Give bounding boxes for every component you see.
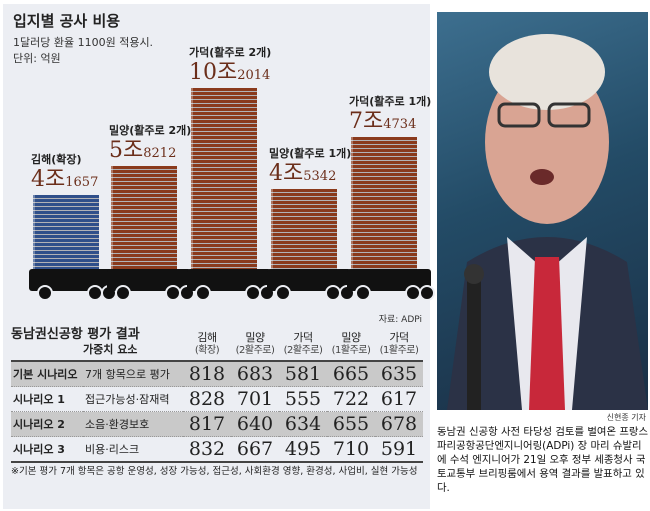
- source-label: 자료: ADPi: [378, 315, 422, 325]
- factor-cell: 소음·환경보호: [83, 411, 183, 437]
- weight-factor-header: 가중치 요소: [83, 343, 138, 356]
- score-cell: 818: [183, 361, 231, 387]
- scenario-cell: 시나리오 1: [11, 386, 83, 412]
- cost-bar: [33, 195, 99, 269]
- factor-cell: 접근가능성·잠재력: [83, 386, 183, 412]
- score-cell: 555: [279, 386, 327, 412]
- table-row: 기본 시나리오 7개 항목으로 평가 818 683 581 665 635: [11, 361, 423, 387]
- speaker-illustration: [447, 34, 648, 410]
- wheel-icon: [355, 285, 371, 301]
- score-cell: 495: [279, 436, 327, 463]
- score-cell: 722: [327, 386, 375, 412]
- score-cell: 817: [183, 411, 231, 437]
- score-cell: 655: [327, 411, 375, 437]
- cost-bar: [351, 136, 417, 269]
- score-cell: 634: [279, 411, 327, 437]
- table-title: 동남권신공항 평가 결과: [11, 327, 140, 342]
- table-heading-cell: 동남권신공항 평가 결과 가중치 요소: [11, 326, 183, 361]
- infographic-panel: 입지별 공사 비용 1달러당 환율 1100원 적용시. 단위: 억원 김해(확…: [3, 4, 435, 509]
- score-cell: 635: [375, 361, 423, 387]
- score-cell: 828: [183, 386, 231, 412]
- press-photo: [437, 12, 648, 410]
- table-row: 시나리오 3 비용·리스크 832 667 495 710 591: [11, 436, 423, 463]
- score-cell: 667: [231, 436, 279, 463]
- score-cell: 678: [375, 411, 423, 437]
- unit-label: 단위: 억원: [13, 52, 61, 65]
- score-cell: 591: [375, 436, 423, 463]
- table-row: 시나리오 2 소음·환경보호 817 640 634 655 678: [11, 411, 423, 437]
- bar-value-label: 10조2014: [189, 60, 271, 86]
- score-cell: 683: [231, 361, 279, 387]
- bar-category-label: 김해(확장): [31, 153, 82, 167]
- cost-bar: [271, 188, 337, 269]
- evaluation-section: 동남권신공항 평가 결과 가중치 요소 김해 (확장) 밀양 (2활주로) 가덕 (2활주…: [11, 326, 423, 478]
- table-row: 시나리오 1 접근가능성·잠재력 828 701 555 722 617: [11, 386, 423, 412]
- bar-category-label: 밀양(활주로 2개): [109, 123, 192, 137]
- bar-value-label: 4조1657: [31, 167, 99, 193]
- cost-bar: [111, 165, 177, 269]
- factor-cell: 비용·리스크: [83, 436, 183, 463]
- bar-value-label: 5조8212: [109, 137, 177, 163]
- score-cell: 640: [231, 411, 279, 437]
- scenario-cell: 시나리오 2: [11, 411, 83, 437]
- table-footnote: ※기본 평가 7개 항목은 공항 운영성, 성장 가능성, 접근성, 사회환경 …: [11, 466, 418, 477]
- evaluation-table: 동남권신공항 평가 결과 가중치 요소 김해 (확장) 밀양 (2활주로) 가덕 (2활주…: [11, 326, 423, 463]
- bar-value-label: 7조4734: [349, 108, 417, 134]
- infographic-title: 입지별 공사 비용: [13, 12, 121, 30]
- scenario-cell: 시나리오 3: [11, 436, 83, 463]
- factor-cell: 7개 항목으로 평가: [83, 361, 183, 387]
- bar-category-label: 밀양(활주로 1개): [269, 146, 352, 160]
- bar-category-label: 가덕(활주로 2개): [189, 46, 272, 60]
- column-header: 김해 (확장): [194, 331, 220, 356]
- column-header: 가덕 (2활주로): [283, 331, 323, 356]
- bar-category-label: 가덕(활주로 1개): [349, 94, 432, 108]
- wheel-icon: [275, 285, 291, 301]
- score-cell: 701: [231, 386, 279, 412]
- score-cell: 710: [327, 436, 375, 463]
- score-cell: 581: [279, 361, 327, 387]
- wheel-icon: [195, 285, 211, 301]
- cost-bar: [191, 88, 257, 269]
- photo-credit: 신현종 기자: [606, 413, 646, 422]
- score-cell: 665: [327, 361, 375, 387]
- column-header: 밀양 (1활주로): [331, 331, 371, 356]
- column-header: 가덕 (1활주로): [379, 331, 419, 356]
- wheel-icon: [115, 285, 131, 301]
- column-header: 밀양 (2활주로): [235, 331, 275, 356]
- bar-value-label: 4조5342: [269, 160, 337, 186]
- exchange-rate-note: 1달러당 환율 1100원 적용시.: [13, 36, 154, 49]
- score-cell: 617: [375, 386, 423, 412]
- wheel-icon: [419, 285, 435, 301]
- scenario-cell: 기본 시나리오: [11, 361, 83, 387]
- wheel-icon: [37, 285, 53, 301]
- score-cell: 832: [183, 436, 231, 463]
- photo-caption: 동남권 신공항 사전 타당성 검토를 벌여온 프랑스 파리공항공단엔지니어링(A…: [437, 426, 649, 494]
